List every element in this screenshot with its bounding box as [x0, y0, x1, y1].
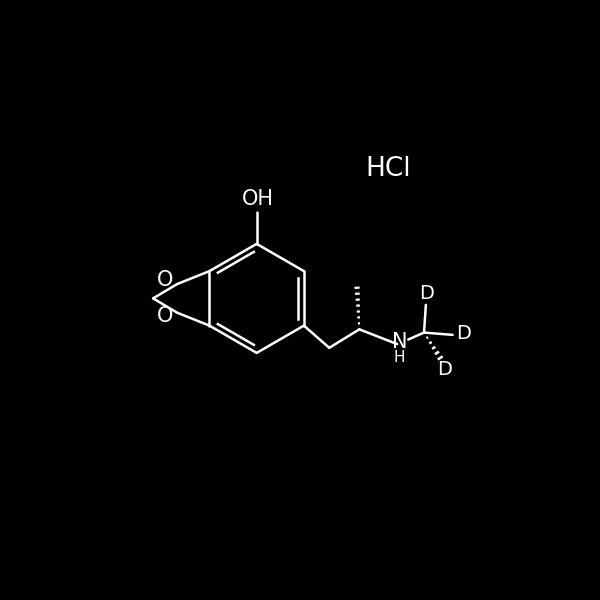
Text: D: D	[457, 325, 471, 343]
Text: OH: OH	[242, 188, 274, 209]
Text: D: D	[437, 359, 452, 379]
Text: O: O	[157, 271, 173, 290]
Text: N: N	[392, 332, 407, 352]
Text: O: O	[157, 307, 173, 326]
Text: D: D	[419, 284, 434, 303]
Text: H: H	[394, 350, 405, 365]
Text: HCl: HCl	[365, 156, 411, 182]
